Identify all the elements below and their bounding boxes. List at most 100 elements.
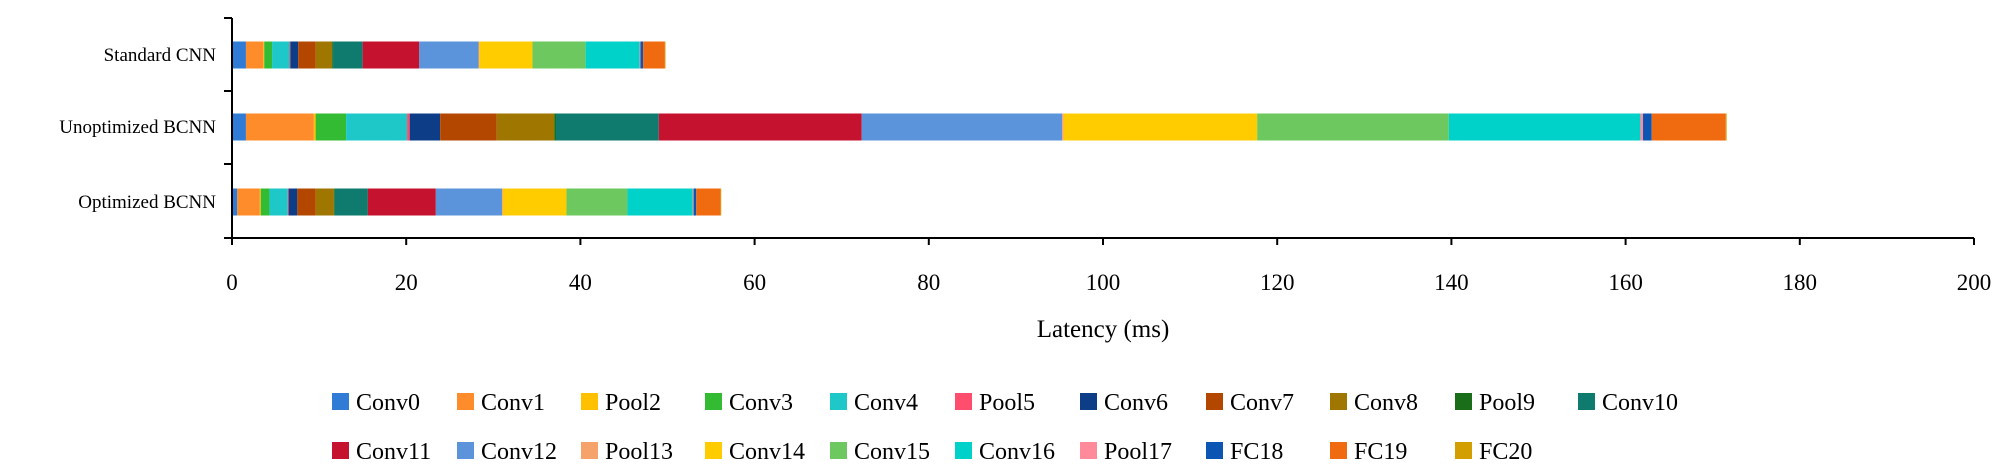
legend-label: FC19	[1354, 439, 1407, 465]
bar-segment	[696, 188, 721, 216]
bar-segment	[435, 188, 503, 216]
bar-segment	[566, 188, 628, 216]
bar-segment	[259, 188, 261, 216]
legend-item: Pool13	[581, 439, 673, 465]
legend-label: Conv1	[481, 390, 545, 416]
bar-segment	[1643, 113, 1652, 141]
legend-swatch	[332, 393, 349, 410]
legend-item: Conv8	[1330, 390, 1418, 416]
bar-segment	[367, 188, 436, 216]
legend: Conv0 Conv1 Pool2 Conv3 Conv4 Pool5 Conv6 Conv7…	[332, 390, 1678, 465]
bar-segment	[692, 188, 694, 216]
legend-label: Pool2	[605, 390, 661, 416]
bar-segment	[1257, 113, 1449, 141]
x-tick-label: 140	[1434, 270, 1469, 295]
bar-segment	[640, 41, 644, 69]
x-tick-label: 100	[1086, 270, 1121, 295]
legend-label: Conv12	[481, 439, 557, 465]
bar-segment	[232, 41, 246, 69]
bar-segment	[720, 188, 722, 216]
bar-segment	[627, 188, 693, 216]
legend-label: FC20	[1479, 439, 1532, 465]
x-tick-label: 60	[743, 270, 766, 295]
category-label: Standard CNN	[104, 45, 217, 66]
legend-item: Conv7	[1206, 390, 1294, 416]
legend-swatch	[457, 442, 474, 459]
bar-segment	[1725, 113, 1727, 141]
legend-label: Conv10	[1602, 390, 1678, 416]
legend-item: FC19	[1330, 439, 1407, 465]
legend-swatch	[332, 442, 349, 459]
bar-segment	[643, 41, 665, 69]
legend-swatch	[830, 442, 847, 459]
bar-segment	[502, 188, 567, 216]
legend-item: Conv15	[830, 439, 930, 465]
legend-swatch	[1578, 393, 1595, 410]
legend-item: Conv4	[830, 390, 918, 416]
legend-swatch	[1455, 442, 1472, 459]
category-label: Optimized BCNN	[78, 192, 216, 213]
legend-swatch	[581, 393, 598, 410]
bar-segment	[245, 41, 264, 69]
x-axis-title: Latency (ms)	[1037, 316, 1170, 343]
bar-segment	[346, 113, 408, 141]
bars	[232, 41, 1727, 216]
legend-label: Pool13	[605, 439, 673, 465]
legend-label: Conv4	[854, 390, 918, 416]
bar-segment	[478, 41, 480, 69]
bar-segment	[479, 41, 533, 69]
bar-segment	[272, 41, 290, 69]
bar-segment	[861, 113, 1063, 141]
bar-segment	[556, 113, 659, 141]
bar-segment	[585, 41, 640, 69]
bar-segment	[297, 188, 316, 216]
legend-swatch	[1330, 442, 1347, 459]
bar-segment	[232, 188, 238, 216]
bar-segment	[409, 113, 441, 141]
x-tick-label: 200	[1957, 270, 1992, 295]
bar-segment	[532, 41, 586, 69]
category-label: Unoptimized BCNN	[59, 117, 216, 138]
bar-segment	[313, 113, 316, 141]
legend-item: FC18	[1206, 439, 1283, 465]
legend-label: Conv6	[1104, 390, 1168, 416]
legend-swatch	[955, 442, 972, 459]
legend-label: Conv0	[356, 390, 420, 416]
bar-segment	[334, 188, 368, 216]
legend-swatch	[1206, 442, 1223, 459]
legend-item: Conv10	[1578, 390, 1678, 416]
legend-item: Conv14	[705, 439, 805, 465]
bar-segment	[287, 188, 289, 216]
bar-segment	[658, 113, 862, 141]
bar-segment	[639, 41, 641, 69]
legend-swatch	[1206, 393, 1223, 410]
legend-swatch	[830, 393, 847, 410]
legend-label: Conv8	[1354, 390, 1418, 416]
legend-swatch	[1080, 442, 1097, 459]
bar-segment	[1448, 113, 1641, 141]
bar-segment	[264, 41, 273, 69]
bar-segment	[693, 188, 697, 216]
bar-segment	[288, 188, 298, 216]
x-tick-label: 160	[1608, 270, 1643, 295]
x-ticks: 0 20 40 60 80 100 120 140 160 180 200	[226, 238, 1991, 295]
legend-label: Conv7	[1230, 390, 1294, 416]
legend-swatch	[581, 442, 598, 459]
x-tick-label: 120	[1260, 270, 1295, 295]
bar-segment	[237, 188, 260, 216]
legend-item: Pool5	[955, 390, 1035, 416]
legend-label: Conv15	[854, 439, 930, 465]
legend-swatch	[1080, 393, 1097, 410]
bar-segment	[407, 113, 410, 141]
x-tick-label: 0	[226, 270, 238, 295]
legend-label: Pool17	[1104, 439, 1172, 465]
bar-segment	[502, 188, 503, 216]
legend-swatch	[705, 393, 722, 410]
legend-label: FC18	[1230, 439, 1283, 465]
legend-item: Conv6	[1080, 390, 1168, 416]
legend-label: Conv11	[356, 439, 431, 465]
bar-segment	[269, 188, 288, 216]
bar-segment	[440, 113, 497, 141]
bar-segment	[245, 113, 314, 141]
